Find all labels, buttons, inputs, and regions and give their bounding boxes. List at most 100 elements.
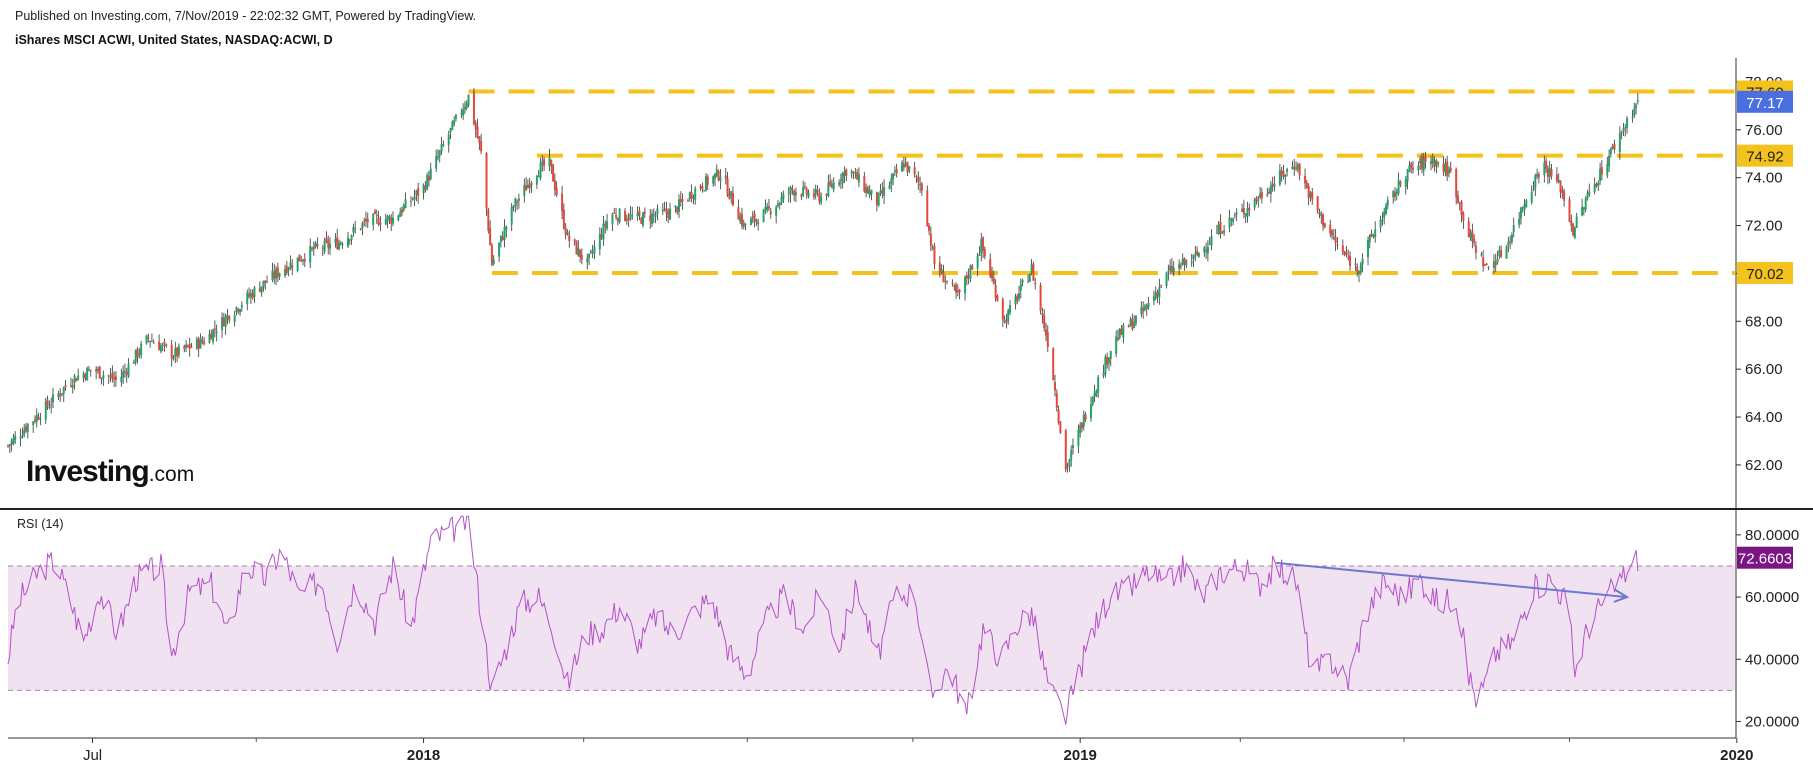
- candle-body: [535, 176, 538, 185]
- candle-body: [1082, 414, 1085, 427]
- candle-body: [176, 347, 179, 357]
- candle-body: [1471, 230, 1474, 242]
- candle-body: [523, 185, 526, 197]
- candle-body: [1417, 165, 1420, 171]
- candle-body: [109, 375, 112, 377]
- candle-body: [1104, 356, 1107, 375]
- candle-body: [325, 237, 328, 242]
- candle-body: [1631, 117, 1634, 119]
- candle-body: [776, 203, 779, 206]
- rsi-axis-tick-label: 40.0000: [1745, 651, 1799, 668]
- candle-body: [1059, 421, 1062, 433]
- candle-body: [525, 185, 528, 191]
- candle-body: [1208, 243, 1211, 245]
- candle-body: [1518, 218, 1521, 225]
- candle-body: [39, 418, 42, 420]
- candle-body: [163, 341, 166, 344]
- candle-body: [652, 214, 655, 216]
- candle-body: [611, 214, 614, 225]
- candle-body: [46, 399, 49, 407]
- candle-body: [82, 373, 85, 379]
- candle-body: [352, 227, 355, 233]
- candle-body: [1485, 263, 1488, 265]
- candle-body: [526, 184, 529, 189]
- candle-body: [1563, 191, 1566, 201]
- candle-body: [451, 121, 454, 130]
- candle-body: [1091, 396, 1094, 405]
- candle-body: [1244, 213, 1247, 217]
- candle-body: [1469, 232, 1472, 239]
- candle-body: [1608, 155, 1611, 167]
- candle-body: [753, 213, 756, 222]
- candle-body: [276, 267, 279, 278]
- candle-body: [8, 444, 11, 446]
- candle-body: [1142, 307, 1145, 312]
- candle-body: [1586, 193, 1589, 199]
- candle-body: [1620, 132, 1623, 134]
- candle-body: [195, 338, 198, 348]
- candle-body: [440, 144, 443, 152]
- candle-body: [1483, 264, 1486, 266]
- rsi-axis: 20.0000 40.0000 60.0000 80.0000: [1736, 527, 1799, 730]
- candle-body: [1169, 266, 1172, 271]
- candle-body: [717, 170, 720, 180]
- candle-body: [1066, 466, 1069, 468]
- candle-body: [649, 215, 652, 221]
- candle-body: [1546, 168, 1549, 177]
- candle-body: [233, 315, 236, 322]
- candle-body: [404, 199, 407, 208]
- candle-body: [663, 209, 666, 211]
- candle-body: [1192, 254, 1195, 260]
- candle-body: [1044, 329, 1047, 336]
- price-axis-tick-label: 76.00: [1745, 122, 1783, 139]
- candle-body: [228, 316, 231, 321]
- candle-body: [573, 239, 576, 242]
- candle-body: [246, 292, 249, 305]
- candle-body: [1217, 224, 1220, 235]
- candle-body: [1154, 292, 1157, 299]
- candle-body: [123, 370, 126, 372]
- candle-body: [566, 232, 569, 235]
- time-axis: Jul 2018 2019 2020: [83, 738, 1753, 764]
- candle-body: [1575, 216, 1578, 228]
- candle-body: [890, 178, 893, 185]
- candle-body: [120, 376, 123, 383]
- candle-body: [1609, 148, 1612, 155]
- candle-body: [726, 178, 729, 196]
- candle-body: [678, 199, 681, 212]
- price-axis-tick-label: 64.00: [1745, 409, 1783, 426]
- candle-body: [1399, 181, 1402, 185]
- candle-body: [213, 328, 216, 331]
- candle-body: [273, 271, 276, 279]
- candle-body: [915, 175, 918, 177]
- candle-body: [125, 371, 128, 375]
- rsi-value-tag: 72.6603: [1738, 551, 1792, 568]
- candle-body: [1242, 208, 1245, 214]
- candle-body: [1386, 199, 1389, 206]
- candle-body: [1172, 267, 1175, 273]
- candle-body: [197, 339, 200, 349]
- candle-body: [348, 239, 351, 241]
- candle-body: [249, 292, 252, 297]
- candle-body: [1080, 422, 1083, 429]
- candle-body: [816, 190, 819, 193]
- candle-body: [334, 238, 337, 243]
- candle-body: [442, 144, 445, 146]
- candle-body: [172, 357, 175, 360]
- candle-body: [627, 217, 630, 221]
- candle-body: [679, 198, 682, 202]
- candle-body: [636, 212, 639, 217]
- candle-body: [996, 295, 999, 301]
- candle-body: [1282, 171, 1285, 177]
- candle-body: [170, 344, 173, 359]
- candle-body: [983, 248, 986, 257]
- candle-body: [1494, 262, 1497, 266]
- candle-body: [580, 255, 583, 260]
- candle-body: [341, 244, 344, 246]
- candle-body: [908, 166, 911, 171]
- candle-body: [253, 287, 256, 297]
- candle-body: [989, 259, 992, 277]
- candle-body: [681, 199, 684, 202]
- level-price-tag: 70.02: [1746, 266, 1784, 283]
- candle-body: [640, 218, 643, 224]
